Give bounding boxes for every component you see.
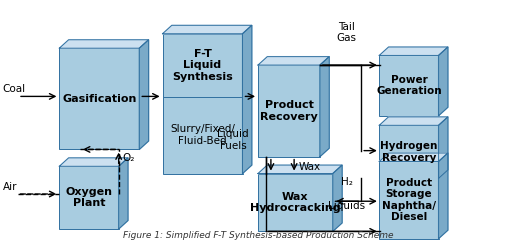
FancyBboxPatch shape — [258, 65, 320, 157]
Polygon shape — [439, 47, 448, 116]
Polygon shape — [379, 117, 448, 125]
Text: Wax
Hydrocracking: Wax Hydrocracking — [250, 192, 341, 213]
Text: Slurry/Fixed/
Fluid-Bed: Slurry/Fixed/ Fluid-Bed — [170, 124, 235, 146]
Polygon shape — [139, 40, 149, 149]
Text: Tail
Gas: Tail Gas — [337, 22, 357, 43]
Text: Gasification: Gasification — [62, 94, 137, 104]
Polygon shape — [163, 25, 252, 34]
Text: Wax: Wax — [298, 162, 320, 173]
Text: Figure 1: Simplified F-T Synthesis-based Production Scheme: Figure 1: Simplified F-T Synthesis-based… — [123, 231, 393, 240]
Polygon shape — [243, 25, 252, 174]
FancyBboxPatch shape — [379, 161, 439, 239]
Polygon shape — [439, 117, 448, 178]
Polygon shape — [439, 153, 448, 239]
Text: Power
Generation: Power Generation — [376, 75, 442, 96]
Polygon shape — [59, 40, 149, 48]
Text: Liquid
Fuels: Liquid Fuels — [217, 129, 249, 151]
Polygon shape — [258, 57, 329, 65]
Text: Product
Recovery: Product Recovery — [260, 100, 318, 122]
Text: H₂: H₂ — [341, 177, 353, 187]
Polygon shape — [119, 158, 128, 229]
Text: Liquids: Liquids — [328, 201, 365, 211]
Text: O₂: O₂ — [122, 153, 135, 163]
Text: F-T
Liquid
Synthesis: F-T Liquid Synthesis — [172, 49, 233, 82]
Text: Hydrogen
Recovery: Hydrogen Recovery — [380, 141, 438, 163]
Polygon shape — [59, 158, 128, 166]
Polygon shape — [320, 57, 329, 157]
FancyBboxPatch shape — [379, 55, 439, 116]
Polygon shape — [379, 47, 448, 55]
FancyBboxPatch shape — [258, 174, 333, 231]
Polygon shape — [333, 165, 342, 231]
FancyBboxPatch shape — [379, 125, 439, 178]
FancyBboxPatch shape — [59, 166, 119, 229]
Text: Air: Air — [3, 182, 17, 192]
Polygon shape — [258, 165, 342, 174]
FancyBboxPatch shape — [59, 48, 139, 149]
Polygon shape — [379, 153, 448, 161]
FancyBboxPatch shape — [163, 34, 243, 174]
Text: Oxygen
Plant: Oxygen Plant — [66, 187, 112, 208]
Text: Product
Storage
Naphtha/
Diesel: Product Storage Naphtha/ Diesel — [382, 178, 436, 222]
Text: Coal: Coal — [3, 84, 26, 94]
